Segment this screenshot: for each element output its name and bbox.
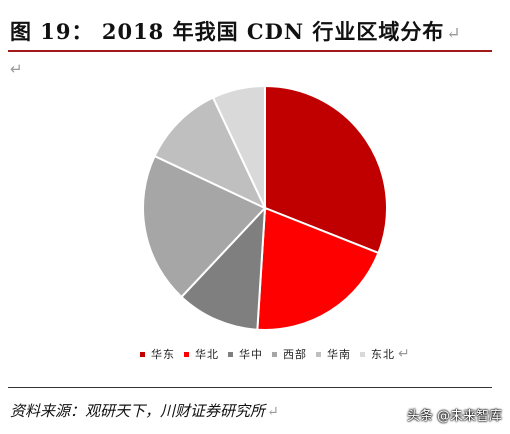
source-rule [8, 387, 492, 388]
pie-slice-5 [153, 96, 268, 211]
legend-item-3: 华中 [228, 346, 263, 362]
legend-swatch [360, 351, 365, 357]
legend-item-4: 西部 [272, 346, 307, 362]
pie-slice-1 [264, 84, 388, 255]
legend-swatch [272, 351, 277, 357]
legend-item-6: 东北 [360, 346, 395, 362]
source-text: 资料来源：观研天下，川财证券研究所 [10, 402, 266, 420]
legend-label: 西部 [283, 348, 307, 361]
paragraph-return-icon: ↵ [10, 60, 23, 78]
legend-swatch [316, 351, 321, 357]
legend-item-1: 华东 [140, 346, 175, 362]
legend-swatch [228, 351, 233, 357]
pie-slice-3 [180, 205, 267, 331]
legend-item-2: 华北 [184, 346, 219, 362]
pie-slice-2 [256, 206, 380, 331]
legend-return-icon: ↵ [398, 346, 410, 362]
legend-item-5: 华南 [316, 346, 351, 362]
chart-legend: 华东 华北 华中 西部 华南 东北 ↵ [140, 346, 410, 362]
legend-label: 华中 [239, 348, 263, 361]
figure-title-text: 图 19： 2018 年我国 CDN 行业区域分布 [10, 19, 445, 44]
watermark: 头条 @未来智库 [406, 409, 502, 424]
pie-slice-6 [211, 84, 266, 209]
legend-swatch [184, 351, 189, 357]
legend-label: 华南 [327, 348, 351, 361]
return-mark-icon: ↵ [446, 24, 462, 44]
pie-slice-4 [142, 154, 267, 299]
title-rule [8, 50, 492, 52]
legend-label: 华东 [151, 348, 175, 361]
legend-label: 华北 [195, 348, 219, 361]
figure-title: 图 19： 2018 年我国 CDN 行业区域分布 ↵ [10, 16, 462, 46]
source-return-icon: ↵ [267, 404, 279, 420]
source-note: 资料来源：观研天下，川财证券研究所 ↵ [10, 400, 279, 421]
legend-swatch [140, 351, 145, 357]
legend-label: 东北 [371, 348, 395, 361]
